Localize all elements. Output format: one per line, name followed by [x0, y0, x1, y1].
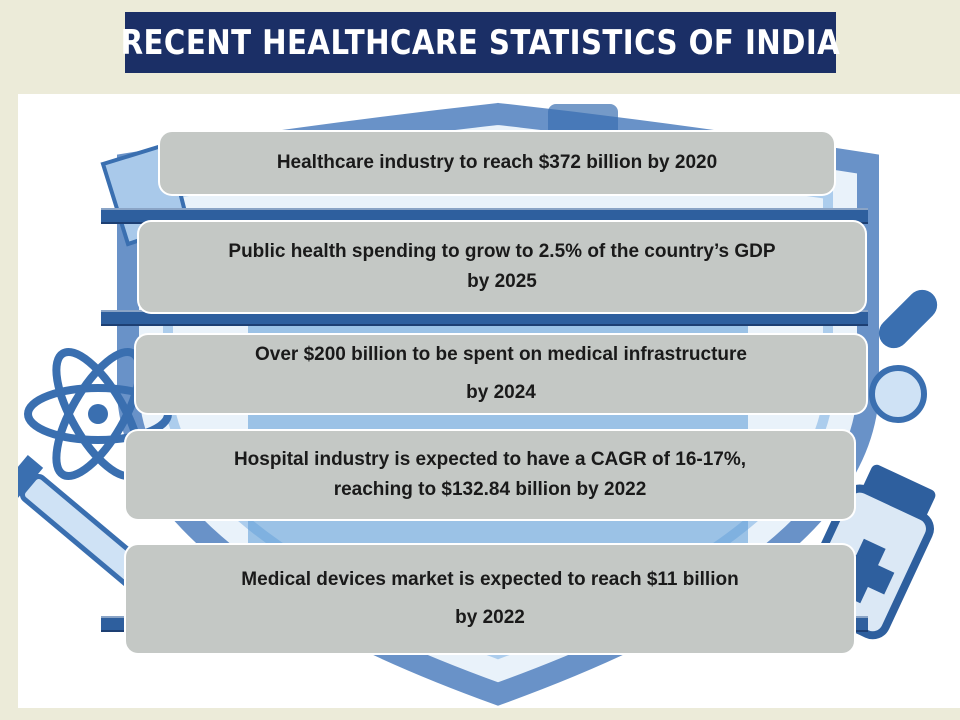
page-title: RECENT HEALTHCARE STATISTICS OF INDIA — [120, 22, 841, 63]
stat-line: Over $200 billion to be spent on medical… — [254, 344, 747, 365]
stat-card-healthcare-industry: Healthcare industry to reach $372 billio… — [160, 132, 834, 194]
title-banner: RECENT HEALTHCARE STATISTICS OF INDIA — [121, 12, 840, 73]
pill-capsule-icon — [869, 289, 938, 423]
stat-card-hospital-industry: Hospital industry is expected to have a … — [126, 431, 854, 519]
stat-line: reaching to $132.84 billion by 2022 — [333, 479, 647, 500]
stat-line: by 2025 — [467, 271, 537, 292]
stat-card-public-health: Public health spending to grow to 2.5% o… — [139, 222, 865, 312]
stat-line: by 2024 — [466, 382, 536, 403]
stat-line: Public health spending to grow to 2.5% o… — [228, 241, 776, 262]
stat-line: Medical devices market is expected to re… — [241, 569, 739, 590]
stat-line: Healthcare industry to reach $372 billio… — [276, 152, 718, 173]
atom-icon — [24, 348, 172, 480]
stat-line: by 2022 — [455, 607, 525, 628]
divider-bar — [101, 310, 868, 326]
stat-card-medical-devices: Medical devices market is expected to re… — [126, 545, 854, 653]
stat-card-infrastructure: Over $200 billion to be spent on medical… — [136, 335, 866, 413]
stat-line: Hospital industry is expected to have a … — [233, 449, 747, 470]
